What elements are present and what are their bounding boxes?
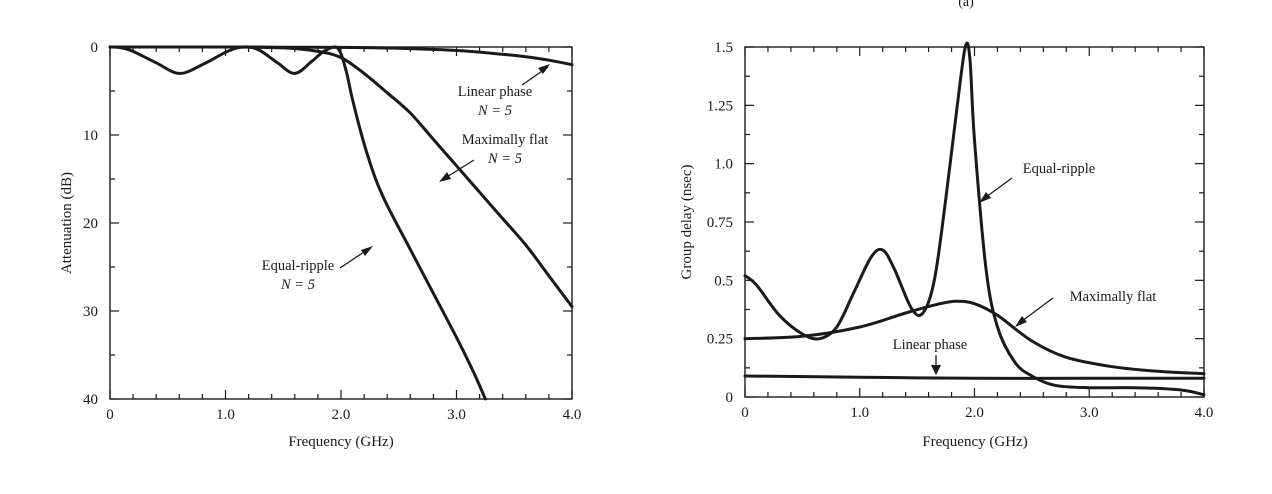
annotation-equal-ripple-right-arrowhead bbox=[979, 192, 991, 203]
annotation-linear-phase-left: Linear phase N = 5 bbox=[458, 64, 550, 119]
annotation-equal-ripple-left: Equal-ripple N = 5 bbox=[262, 246, 373, 293]
group-delay-y-tick-label: 0.5 bbox=[714, 273, 733, 289]
annotation-maximally-flat-right: Maximally flat bbox=[1015, 289, 1156, 327]
group-delay-series-linear-phase bbox=[743, 374, 1206, 380]
attenuation-y-tick-label: 40 bbox=[83, 392, 98, 408]
annotation-equal-ripple-left-n: N = 5 bbox=[280, 277, 315, 293]
group-delay-y-tick-label: 0.25 bbox=[707, 332, 733, 348]
attenuation-tick-labels: 0 1.0 2.0 3.0 4.0 0 10 20 30 40 bbox=[83, 40, 581, 423]
group-delay-x-tick-label: 3.0 bbox=[1080, 405, 1099, 421]
attenuation-x-tick-label: 1.0 bbox=[216, 407, 235, 423]
group-delay-ticks bbox=[744, 46, 1205, 398]
attenuation-series-equal-ripple-n-5 bbox=[108, 45, 487, 401]
group-delay-y-tick-label: 1.25 bbox=[707, 98, 733, 114]
group-delay-x-tick-label: 2.0 bbox=[965, 405, 984, 421]
group-delay-x-tick-label: 4.0 bbox=[1195, 405, 1214, 421]
cropped-heading: (a) bbox=[958, 0, 974, 10]
group-delay-chart: 0 1.0 2.0 3.0 4.0 0 0.25 0.5 0.75 1.0 1.25 1.5 Freq… bbox=[679, 40, 1213, 450]
attenuation-y-axis-title: Attenuation (dB) bbox=[59, 172, 75, 274]
group-delay-x-tick-label: 0 bbox=[741, 405, 749, 421]
attenuation-y-tick-label: 0 bbox=[91, 40, 99, 56]
attenuation-chart: 0 1.0 2.0 3.0 4.0 0 10 20 30 40 Frequency (GHz) A… bbox=[59, 40, 581, 450]
group-delay-x-axis-title: Frequency (GHz) bbox=[922, 434, 1027, 450]
attenuation-x-tick-label: 2.0 bbox=[332, 407, 351, 423]
annotation-equal-ripple-left-label: Equal-ripple bbox=[262, 258, 334, 274]
annotation-equal-ripple-left-arrowhead bbox=[361, 246, 373, 256]
group-delay-y-tick-label: 0 bbox=[726, 390, 734, 406]
attenuation-x-tick-label: 4.0 bbox=[563, 407, 582, 423]
group-delay-y-axis-title: Group delay (nsec) bbox=[679, 165, 695, 280]
annotation-linear-phase-right-label: Linear phase bbox=[893, 337, 967, 353]
annotation-maximally-flat-left: Maximally flat N = 5 bbox=[439, 132, 548, 182]
attenuation-y-tick-label: 20 bbox=[83, 216, 98, 232]
annotation-maximally-flat-left-n: N = 5 bbox=[487, 151, 522, 167]
annotation-equal-ripple-right: Equal-ripple bbox=[979, 161, 1095, 203]
annotation-linear-phase-right-arrowhead bbox=[931, 365, 941, 375]
group-delay-x-tick-label: 1.0 bbox=[850, 405, 869, 421]
group-delay-curves bbox=[743, 41, 1206, 397]
annotation-linear-phase-left-arrowhead bbox=[538, 64, 550, 74]
annotation-linear-phase-right: Linear phase bbox=[893, 337, 967, 375]
annotation-maximally-flat-right-arrowhead bbox=[1015, 316, 1027, 327]
group-delay-series-maximally-flat bbox=[743, 299, 1206, 376]
annotation-linear-phase-left-label: Linear phase bbox=[458, 84, 532, 100]
annotation-maximally-flat-left-arrowhead bbox=[439, 172, 451, 182]
annotation-maximally-flat-left-label: Maximally flat bbox=[462, 132, 549, 148]
group-delay-y-tick-label: 1.5 bbox=[714, 40, 733, 56]
attenuation-x-tick-label: 3.0 bbox=[447, 407, 466, 423]
annotation-equal-ripple-right-label: Equal-ripple bbox=[1023, 161, 1095, 177]
annotation-maximally-flat-right-label: Maximally flat bbox=[1070, 289, 1157, 305]
attenuation-y-tick-label: 10 bbox=[83, 128, 98, 144]
group-delay-series-equal-ripple bbox=[743, 41, 1206, 397]
attenuation-x-tick-label: 0 bbox=[106, 407, 114, 423]
group-delay-y-tick-label: 0.75 bbox=[707, 215, 733, 231]
group-delay-plot-frame bbox=[744, 46, 1205, 398]
attenuation-y-tick-label: 30 bbox=[83, 304, 98, 320]
annotation-linear-phase-left-n: N = 5 bbox=[477, 103, 512, 119]
group-delay-tick-labels: 0 1.0 2.0 3.0 4.0 0 0.25 0.5 0.75 1.0 1.25 1.5 bbox=[707, 40, 1214, 421]
attenuation-x-axis-title: Frequency (GHz) bbox=[288, 434, 393, 450]
group-delay-y-tick-label: 1.0 bbox=[714, 157, 733, 173]
attenuation-curves bbox=[108, 45, 574, 401]
